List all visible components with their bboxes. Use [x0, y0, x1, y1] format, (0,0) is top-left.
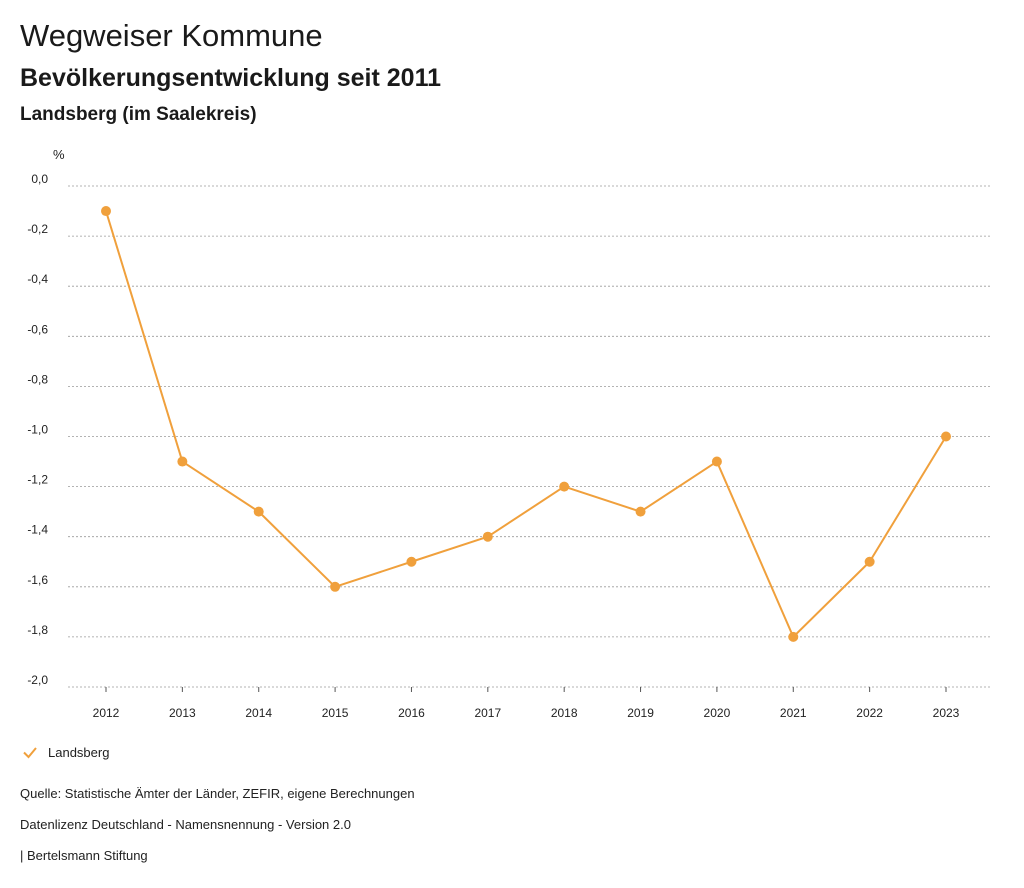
legend[interactable]: Landsberg: [22, 744, 109, 760]
y-tick-label: -0,4: [27, 272, 48, 286]
series-landsberg: [101, 206, 951, 642]
x-tick-label: 2020: [704, 706, 731, 720]
data-point[interactable]: [788, 631, 799, 642]
y-tick-label: -0,6: [27, 322, 48, 336]
y-tick-label: 0,0: [31, 172, 48, 186]
y-tick-label: -1,4: [27, 523, 48, 537]
y-tick-label: -1,2: [27, 473, 48, 487]
y-tick-label: -1,6: [27, 573, 48, 587]
data-point[interactable]: [559, 481, 570, 492]
checkmark-icon[interactable]: [22, 744, 38, 760]
x-tick-label: 2022: [856, 706, 883, 720]
y-tick-label: -0,8: [27, 372, 48, 386]
x-tick-label: 2017: [474, 706, 501, 720]
data-point[interactable]: [941, 431, 951, 442]
x-tick-label: 2012: [93, 706, 120, 720]
data-point[interactable]: [864, 556, 875, 567]
x-tick-label: 2018: [551, 706, 578, 720]
data-point[interactable]: [406, 556, 417, 567]
data-point[interactable]: [482, 531, 493, 542]
x-tick-label: 2021: [780, 706, 807, 720]
gridlines: [68, 185, 990, 688]
data-point[interactable]: [253, 506, 264, 517]
x-tick-label: 2015: [322, 706, 349, 720]
source-note: Quelle: Statistische Ämter der Länder, Z…: [20, 786, 415, 801]
x-tick-label: 2023: [933, 706, 960, 720]
x-tick-label: 2016: [398, 706, 425, 720]
data-point[interactable]: [330, 581, 341, 592]
y-axis-ticks: 0,0 -0,2 -0,4 -0,6 -0,8 -1,0 -1,2 -1,4 -1,6 -1,8 -…: [27, 172, 48, 687]
x-axis-ticks: 2012 2013 2014 2015 2016 2017 2018 2019 2020 2021…: [93, 687, 960, 720]
data-point[interactable]: [101, 206, 111, 217]
y-tick-label: -1,8: [27, 623, 48, 637]
data-point[interactable]: [177, 456, 188, 467]
y-tick-label: -1,0: [27, 423, 48, 437]
y-tick-label: -0,2: [27, 222, 48, 236]
legend-label-landsberg[interactable]: Landsberg: [48, 744, 110, 760]
page-title: Wegweiser Kommune: [20, 18, 323, 53]
region-title: Landsberg (im Saalekreis): [20, 104, 257, 125]
series-line: [105, 210, 947, 638]
publisher-note: | Bertelsmann Stiftung: [20, 848, 148, 863]
chart-subtitle: Bevölkerungsentwicklung seit 2011: [20, 64, 441, 92]
x-tick-label: 2013: [169, 706, 196, 720]
data-point[interactable]: [635, 506, 646, 517]
data-point[interactable]: [711, 456, 722, 467]
x-tick-label: 2019: [627, 706, 654, 720]
y-axis-unit-label: %: [53, 147, 65, 162]
x-tick-label: 2014: [245, 706, 272, 720]
license-note: Datenlizenz Deutschland - Namensnennung …: [20, 817, 351, 832]
line-chart: % 0,0 -0,2 -0,4 -0,6 -0,8 -1,0 -1,2 -1,4 -1,6 -1,…: [27, 147, 990, 720]
y-tick-label: -2,0: [27, 673, 48, 687]
